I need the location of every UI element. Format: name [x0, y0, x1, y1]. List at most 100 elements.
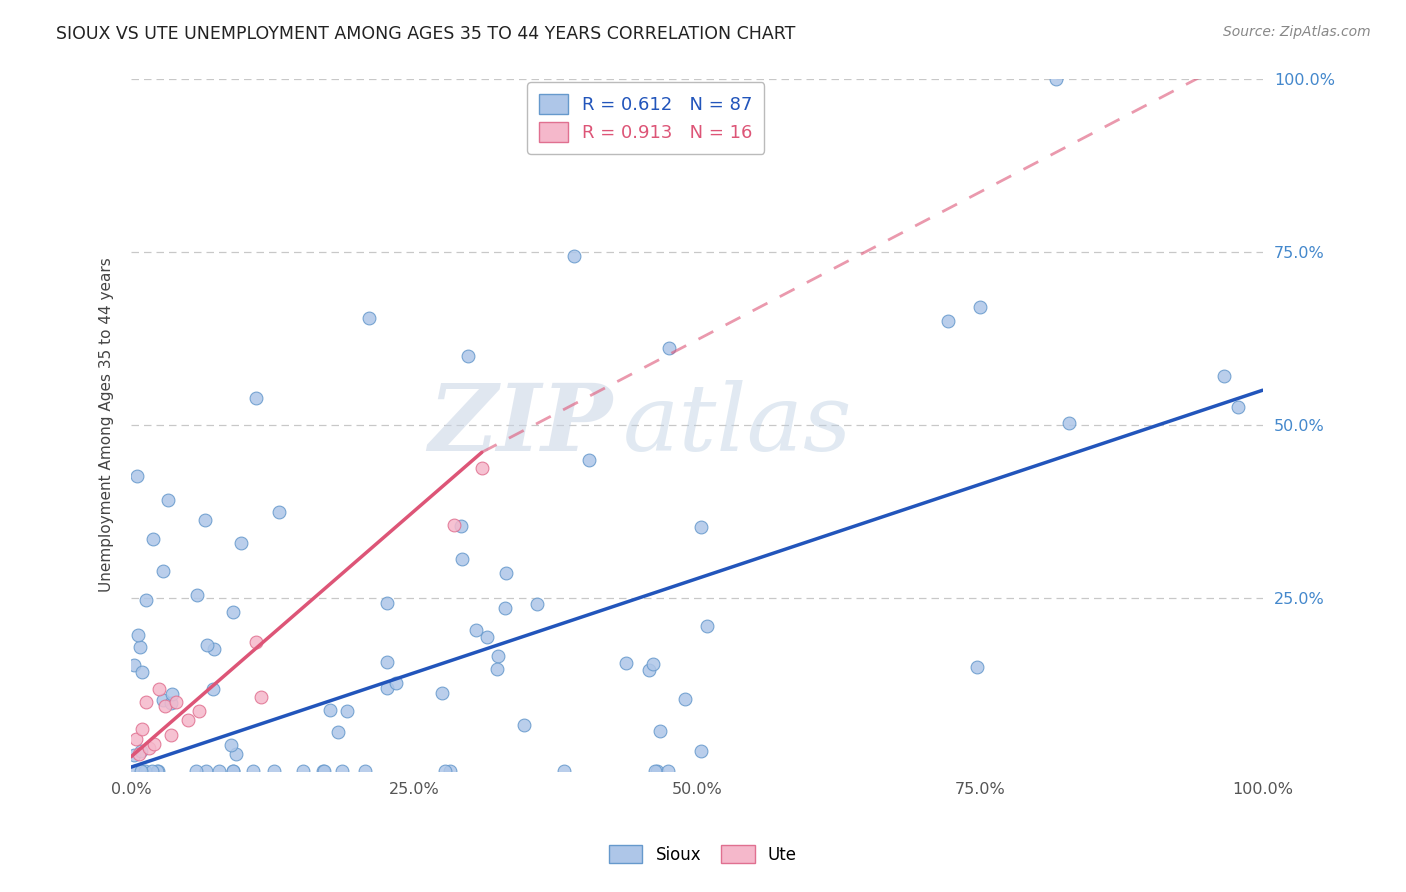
Point: [129, 744, 152, 758]
Point: [1057, 416, 1080, 430]
Point: [138, 740, 160, 755]
Point: [135, 695, 157, 709]
Point: [186, 588, 208, 602]
Point: [464, 624, 486, 638]
Point: [152, 564, 174, 578]
Point: [250, 690, 273, 704]
Point: [225, 747, 247, 761]
Point: [319, 703, 342, 717]
Point: [156, 492, 179, 507]
Legend: Sioux, Ute: Sioux, Ute: [602, 838, 804, 871]
Point: [229, 536, 252, 550]
Point: [477, 630, 499, 644]
Point: [222, 764, 245, 778]
Point: [673, 692, 696, 706]
Point: [385, 676, 408, 690]
Point: [292, 764, 315, 778]
Point: [614, 656, 637, 670]
Point: [127, 628, 149, 642]
Point: [312, 764, 335, 778]
Point: [457, 349, 479, 363]
Point: [326, 725, 349, 739]
Point: [222, 764, 245, 778]
Point: [451, 551, 474, 566]
Point: [186, 764, 208, 778]
Text: Source: ZipAtlas.com: Source: ZipAtlas.com: [1223, 25, 1371, 39]
Point: [644, 764, 666, 778]
Point: [267, 505, 290, 519]
Point: [486, 649, 509, 664]
Point: [222, 605, 245, 619]
Point: [1045, 72, 1067, 87]
Text: SIOUX VS UTE UNEMPLOYMENT AMONG AGES 35 TO 44 YEARS CORRELATION CHART: SIOUX VS UTE UNEMPLOYMENT AMONG AGES 35 …: [56, 25, 796, 43]
Point: [194, 513, 217, 527]
Point: [330, 764, 353, 778]
Point: [245, 391, 267, 405]
Point: [936, 314, 959, 328]
Point: [645, 764, 668, 778]
Point: [122, 658, 145, 673]
Point: [131, 665, 153, 680]
Point: [638, 663, 661, 677]
Text: atlas: atlas: [623, 380, 853, 470]
Point: [375, 681, 398, 695]
Point: [1227, 400, 1250, 414]
Point: [353, 764, 375, 778]
Point: [219, 738, 242, 752]
Point: [122, 747, 145, 762]
Point: [336, 704, 359, 718]
Point: [153, 699, 176, 714]
Point: [495, 566, 517, 580]
Point: [658, 341, 681, 355]
Point: [641, 657, 664, 672]
Point: [128, 747, 150, 761]
Point: [486, 662, 509, 676]
Point: [142, 737, 165, 751]
Point: [357, 311, 380, 326]
Point: [146, 764, 169, 778]
Point: [657, 764, 679, 778]
Point: [245, 635, 267, 649]
Point: [201, 682, 224, 697]
Legend: R = 0.612   N = 87, R = 0.913   N = 16: R = 0.612 N = 87, R = 0.913 N = 16: [527, 82, 765, 153]
Point: [159, 728, 181, 742]
Point: [690, 744, 713, 758]
Point: [162, 687, 184, 701]
Point: [439, 764, 461, 778]
Point: [131, 722, 153, 736]
Point: [578, 453, 600, 467]
Point: [969, 300, 991, 314]
Point: [242, 764, 264, 778]
Point: [124, 764, 146, 778]
Point: [430, 685, 453, 699]
Point: [148, 764, 170, 778]
Point: [204, 641, 226, 656]
Point: [312, 764, 335, 778]
Point: [650, 724, 672, 739]
Point: [263, 764, 285, 778]
Point: [127, 468, 149, 483]
Point: [450, 519, 472, 533]
Text: ZIP: ZIP: [427, 380, 612, 470]
Point: [513, 718, 536, 732]
Point: [471, 461, 494, 475]
Point: [433, 764, 456, 778]
Point: [194, 764, 217, 778]
Point: [553, 764, 575, 778]
Y-axis label: Unemployment Among Ages 35 to 44 years: Unemployment Among Ages 35 to 44 years: [100, 258, 114, 592]
Point: [141, 764, 163, 778]
Point: [160, 697, 183, 711]
Point: [165, 696, 187, 710]
Point: [494, 600, 516, 615]
Point: [696, 619, 718, 633]
Point: [1213, 368, 1236, 383]
Point: [207, 764, 229, 778]
Point: [135, 592, 157, 607]
Point: [195, 638, 218, 652]
Point: [134, 764, 156, 778]
Point: [690, 520, 713, 534]
Point: [562, 249, 585, 263]
Point: [152, 692, 174, 706]
Point: [176, 714, 198, 728]
Point: [187, 704, 209, 718]
